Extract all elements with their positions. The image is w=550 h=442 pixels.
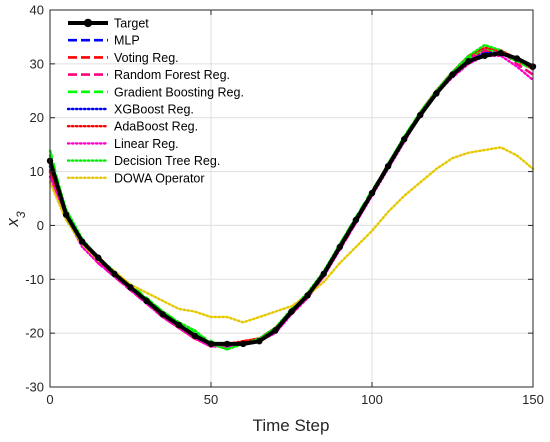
data-point-target: [384, 162, 392, 170]
legend: Target MLP Voting Reg. Random Forest Reg. Gr…: [66, 17, 244, 185]
data-point-target: [62, 211, 70, 218]
y-tick-label: 20: [30, 110, 44, 125]
legend-label-linear-reg: Linear Reg.: [114, 137, 179, 151]
data-point-target: [304, 292, 311, 299]
legend-label-dowa-operator: DOWA Operator: [114, 171, 205, 185]
x-tick-label: 100: [361, 392, 383, 407]
y-tick-label: -20: [25, 326, 44, 341]
data-point-target: [288, 308, 295, 315]
y-axis-title: x3: [3, 211, 28, 228]
data-point-target: [513, 55, 521, 62]
y-tick-label: -30: [25, 380, 44, 395]
data-point-target: [127, 284, 134, 291]
legend-label-random-forest-reg: Random Forest Reg.: [114, 68, 230, 82]
x-axis-title: Time Step: [253, 416, 330, 435]
y-tick-label: 0: [37, 218, 44, 233]
data-point-target: [465, 57, 472, 65]
data-point-target: [159, 311, 166, 318]
plot-frame: [49, 9, 534, 388]
data-point-target: [240, 340, 247, 348]
x-tick-label: 0: [46, 392, 53, 407]
data-point-target: [143, 297, 150, 305]
data-point-target: [368, 189, 376, 197]
y-tick-label: 10: [30, 164, 44, 179]
legend-label-voting-reg: Voting Reg.: [114, 51, 179, 65]
data-point-target: [95, 254, 102, 261]
series-line-linear-reg: [48, 54, 535, 348]
data-point-target: [497, 49, 504, 57]
legend-label-decision-tree-reg: Decision Tree Reg.: [114, 154, 220, 168]
legend-label-gradient-boosting-reg: Gradient Boosting Reg.: [114, 85, 244, 99]
data-point-target: [336, 243, 343, 251]
data-point-target: [449, 71, 456, 78]
data-point-target: [256, 338, 263, 345]
data-point-target: [207, 340, 215, 348]
x-tick-label: 50: [204, 392, 218, 407]
axis-ticks: 0 50 100 150 -30 -20 -10 0 10 20 30 40: [25, 3, 544, 408]
legend-label-adaboost-reg: AdaBoost Reg.: [114, 120, 198, 134]
y-tick-label: 30: [30, 56, 44, 71]
legend-label-target: Target: [114, 17, 149, 31]
data-point-target: [433, 90, 440, 97]
y-tick-label: 40: [30, 3, 44, 18]
data-point-target: [352, 216, 360, 224]
x-tick-label: 150: [522, 392, 544, 407]
data-point-target: [111, 270, 118, 278]
data-point-target: [191, 332, 199, 340]
data-point-target: [175, 321, 182, 329]
y-tick-label: -10: [25, 272, 44, 287]
data-point-target: [481, 52, 488, 59]
data-point-target: [417, 111, 424, 119]
series-lines: [46, 43, 537, 351]
data-point-target: [79, 238, 86, 245]
data-point-target: [320, 270, 327, 278]
legend-label-xgboost-reg: XGBoost Reg.: [114, 103, 194, 117]
legend-marker-target: [83, 18, 93, 28]
data-point-target: [272, 327, 279, 334]
legend-label-mlp: MLP: [114, 34, 140, 48]
data-point-target: [223, 340, 231, 348]
data-point-target: [401, 136, 408, 143]
